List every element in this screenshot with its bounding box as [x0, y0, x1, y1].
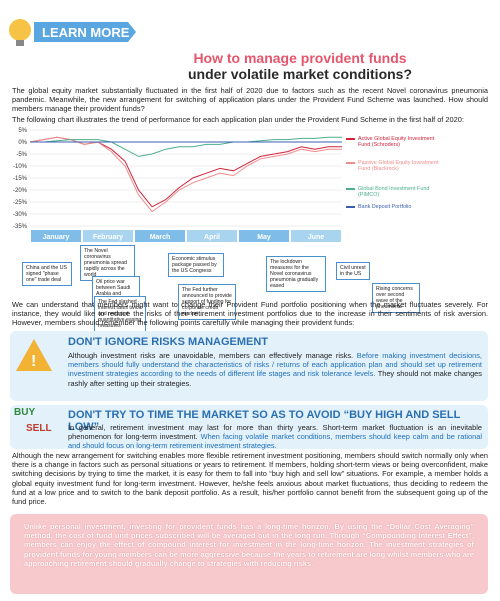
y-tick-label: 5%: [18, 128, 27, 134]
series-line: [29, 136, 342, 208]
y-tick-label: -25%: [13, 200, 28, 206]
y-tick-label: -15%: [13, 176, 28, 182]
event-box: The lockdown measures for the Novel coro…: [266, 256, 326, 292]
legend-text: Active Global Equity Investment Fund (Sc…: [358, 136, 435, 149]
section2-more: Although the new arrangement for switchi…: [12, 451, 488, 507]
summary: We can understand that members might wan…: [12, 300, 488, 328]
closing-box: Unlike personal investment, investing fo…: [10, 514, 488, 594]
month-band: [291, 230, 341, 242]
legend-entry: Passive Global Equity Investment Fund (B…: [346, 160, 442, 173]
legend-text: Global Bond Investment Fund (PIMCO): [358, 186, 430, 199]
section1-text: Although investment risks are unavoidabl…: [68, 351, 482, 388]
highlight: When facing volatile market conditions, …: [68, 432, 483, 451]
y-tick-label: -35%: [13, 224, 28, 230]
section2-text: In general, retirement investment may la…: [68, 423, 482, 451]
section1: ! DON'T IGNORE RISKS MANAGEMENT Although…: [10, 331, 488, 401]
legend-entry: Global Bond Investment Fund (PIMCO): [346, 186, 442, 199]
line-chart: 5% 0% -5% -10% -15% -20% -25% -30% -35% January Fe…: [13, 128, 342, 242]
badge-ribbon: [34, 22, 136, 42]
month-band: [239, 230, 289, 242]
y-tick-label: -5%: [16, 152, 27, 158]
month-band: [135, 230, 185, 242]
event-box: Economic stimulus package passed by the …: [168, 253, 224, 277]
month-label: May: [257, 234, 271, 241]
event-box: China and the US signed "phase one" trad…: [22, 262, 72, 286]
y-tick-label: -20%: [13, 188, 28, 194]
text: Although investment risks are unavoidabl…: [68, 351, 357, 360]
warning-icon: !: [16, 339, 52, 371]
legend-text: Passive Global Equity Investment Fund (B…: [358, 160, 439, 173]
month-band: [83, 230, 133, 242]
closing-text: Unlike personal investment, investing fo…: [24, 522, 474, 568]
legend-text: Bank Deposit Portfolio: [358, 204, 412, 210]
y-tick-label: 0%: [18, 140, 27, 146]
month-band: [31, 230, 81, 242]
title-line1: How to manage provident funds: [193, 50, 407, 66]
text: In general, retirement investment may la…: [68, 423, 482, 442]
section2-box: BUY SELL DON'T TRY TO TIME THE MARKET SO…: [10, 405, 488, 451]
month-label: April: [204, 234, 220, 241]
month-label: June: [308, 234, 324, 241]
intro: The global equity market substantially f…: [12, 86, 488, 114]
badge-text: LEARN MORE: [42, 25, 130, 40]
event-box: Rising concerns over second wave of the …: [372, 283, 420, 313]
section2-heading: DON'T TRY TO TIME THE MARKET SO AS TO AV…: [68, 409, 461, 433]
event-box: Civil unrest in the US: [336, 262, 370, 280]
highlight: Before making investment decisions, memb…: [68, 351, 482, 379]
month-label: February: [93, 234, 123, 241]
y-tick-label: -30%: [13, 212, 28, 218]
icon-buy: BUY: [14, 407, 36, 418]
month-band: [187, 230, 237, 242]
section1-heading: DON'T IGNORE RISKS MANAGEMENT: [68, 336, 269, 348]
badge-graphic: LEARN MORE: [9, 19, 136, 46]
month-label: January: [43, 234, 70, 241]
series-line: [30, 136, 342, 157]
y-tick-label: -10%: [13, 164, 28, 170]
title-line2: under volatile market conditions?: [187, 66, 413, 82]
icon-sell: SELL: [26, 423, 52, 434]
chart-intro: The following chart illustrates the tren…: [12, 115, 464, 124]
legend-swatch: [346, 188, 355, 190]
legend-entry: Active Global Equity Investment Fund (Sc…: [346, 136, 442, 149]
event-box: The Fed slashed interest rates twice and…: [94, 296, 146, 332]
legend-entry: Bank Deposit Portfolio: [346, 204, 442, 210]
legend-swatch: [346, 162, 355, 164]
series-line: [29, 136, 342, 213]
bulb-base: [16, 40, 24, 46]
event-box: The Novel coronavirus pneumonia spread r…: [80, 245, 135, 281]
svg-text:!: !: [31, 353, 36, 370]
legend-swatch: [346, 138, 355, 140]
month-label: March: [150, 234, 171, 241]
legend-swatch: [346, 206, 355, 208]
bulb-icon: [9, 19, 31, 41]
text: They should not make changes rashly afte…: [68, 369, 482, 388]
event-box: The Fed further announced to provide sup…: [178, 284, 236, 320]
